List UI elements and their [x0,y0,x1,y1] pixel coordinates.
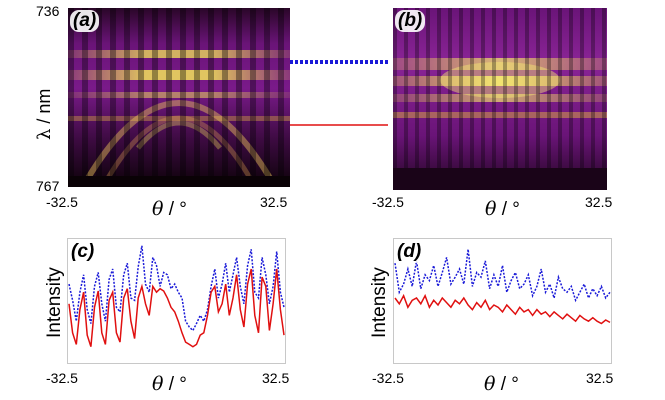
theta-min-tick-d: -32.5 [372,370,404,386]
theta-unit-b: / ° [496,199,520,220]
intensity-label-c: Intensity [44,267,65,338]
theta-min-tick-a: -32.5 [46,194,78,210]
panel-label-b: (b) [395,10,426,32]
theta-unit-c: / ° [163,374,187,395]
theta-symbol-a: θ [152,198,164,220]
theta-max-tick-b: 32.5 [585,194,613,210]
series-solid-c [68,268,285,348]
marker-lines [290,60,390,126]
series-dotted-d [394,249,611,303]
theta-axis-label-a: θ / ° [152,198,187,221]
lambda-unit: / nm [34,88,54,129]
series-dotted-c [68,245,285,332]
plot-frame-d [393,238,612,364]
theta-symbol-c: θ [152,373,164,395]
lambda-axis-label: λ / nm [34,89,55,140]
plot-frame-c [67,238,286,364]
theta-max-tick-a: 32.5 [260,194,288,210]
theta-axis-label-c: θ / ° [152,373,187,396]
theta-unit-d: / ° [495,374,519,395]
lambda-top-tick: 736 [36,3,60,19]
lineplot-c [67,238,286,364]
theta-max-tick-c: 32.5 [262,370,290,386]
lineplot-d [393,238,612,364]
lambda-symbol: λ [34,128,55,140]
theta-axis-label-d: θ / ° [484,373,519,396]
theta-symbol-d: θ [484,373,496,395]
intensity-label-d: Intensity [369,267,390,338]
theta-axis-label-b: θ / ° [485,198,520,221]
panel-label-d: (d) [394,241,425,263]
theta-max-tick-d: 32.5 [586,370,614,386]
heatmap-b [393,8,607,190]
series-solid-d [394,293,611,325]
panel-label-a: (a) [70,10,100,32]
lambda-bottom-tick: 767 [36,178,60,194]
heatmap-a [68,8,290,187]
theta-symbol-b: θ [485,198,497,220]
theta-min-tick-c: -32.5 [46,370,78,386]
panel-label-c: (c) [68,241,98,263]
theta-min-tick-b: -32.5 [372,194,404,210]
theta-unit-a: / ° [163,199,187,220]
